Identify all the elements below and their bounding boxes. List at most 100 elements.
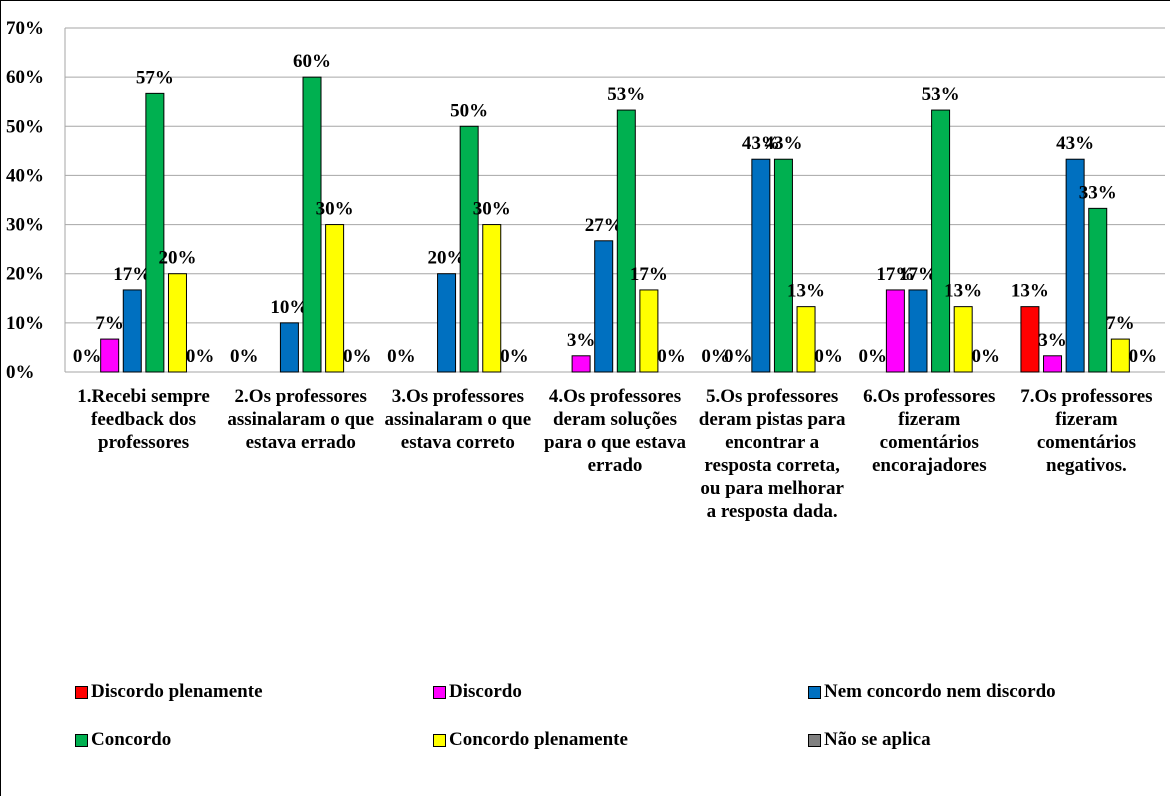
bar [953, 306, 973, 373]
legend-item: Concordo plenamente [433, 729, 628, 751]
x-tick-label: 7.Os professores fizeram comentários neg… [1020, 386, 1153, 476]
legend-label: Não se aplica [824, 729, 931, 750]
data-label: 0% [500, 346, 529, 367]
legend-label: Concordo plenamente [449, 729, 628, 750]
bar [302, 76, 322, 373]
data-label: 10% [270, 297, 308, 318]
data-label: 53% [922, 84, 960, 105]
data-label: 0% [814, 346, 843, 367]
data-label: 13% [1011, 281, 1049, 302]
legend-item: Discordo plenamente [75, 681, 263, 703]
legend-swatch [808, 685, 821, 699]
bar [1020, 306, 1040, 373]
legend-label: Discordo [449, 681, 522, 702]
data-label: 13% [944, 281, 982, 302]
data-label: 17% [899, 264, 937, 285]
data-label: 0% [1129, 346, 1158, 367]
data-label: 0% [73, 346, 102, 367]
legend-swatch [75, 733, 88, 747]
data-label: 30% [473, 199, 511, 220]
data-label: 20% [158, 248, 196, 269]
legend-swatch [75, 685, 88, 699]
y-tick-label: 70% [6, 18, 44, 39]
bar [1065, 158, 1085, 373]
x-tick-label: 1.Recebi sempre feedback dos professores [77, 386, 210, 453]
bar [796, 306, 816, 373]
x-tick-label: 6.Os professores fizeram comentários enc… [863, 386, 996, 476]
y-tick-label: 30% [6, 215, 44, 236]
legend-item: Não se aplica [808, 729, 931, 751]
bar [594, 240, 614, 373]
legend-swatch [433, 733, 446, 747]
data-label: 20% [428, 248, 466, 269]
bar [325, 224, 345, 373]
y-tick-label: 0% [6, 362, 35, 383]
legend-swatch [433, 685, 446, 699]
data-label: 27% [585, 215, 623, 236]
data-label: 30% [316, 199, 354, 220]
data-label: 33% [1079, 182, 1117, 203]
bar [571, 355, 591, 373]
data-label: 60% [293, 51, 331, 72]
data-label: 43% [742, 133, 780, 154]
data-label: 0% [972, 346, 1001, 367]
y-tick-label: 20% [6, 264, 44, 285]
data-label: 3% [1038, 330, 1067, 351]
x-tick-label: 2.Os professores assinalaram o que estav… [227, 386, 375, 453]
bar [908, 289, 928, 373]
legend-swatch [808, 733, 821, 747]
data-label: 43% [764, 133, 802, 154]
data-label: 0% [657, 346, 686, 367]
bar [1088, 207, 1108, 373]
bar [167, 273, 187, 373]
data-label: 17% [113, 264, 151, 285]
legend-label: Nem concordo nem discordo [824, 681, 1056, 702]
legend-label: Concordo [91, 729, 172, 750]
x-tick-label: 4.Os professores deram soluções para o q… [544, 386, 686, 476]
data-label: 7% [1106, 313, 1135, 334]
legend-label: Discordo plenamente [91, 681, 263, 702]
data-label: 7% [95, 313, 124, 334]
data-label: 13% [787, 281, 825, 302]
legend-item: Concordo [75, 729, 171, 751]
data-label: 0% [859, 346, 888, 367]
bar [279, 322, 299, 373]
data-label: 0% [186, 346, 215, 367]
legend-item: Nem concordo nem discordo [808, 681, 1056, 703]
data-label: 43% [1056, 133, 1094, 154]
y-tick-label: 50% [6, 116, 44, 137]
data-label: 53% [607, 84, 645, 105]
bar [482, 224, 502, 373]
data-label: 0% [701, 346, 730, 367]
data-label: 0% [343, 346, 372, 367]
bar [751, 158, 771, 373]
y-tick-label: 60% [6, 67, 44, 88]
bar [122, 289, 142, 373]
y-tick-label: 40% [6, 165, 44, 186]
data-label: 57% [136, 67, 174, 88]
bar [437, 273, 457, 373]
legend-item: Discordo [433, 681, 522, 703]
bar [1043, 355, 1063, 373]
data-label: 17% [876, 264, 914, 285]
bar [639, 289, 659, 373]
bar [773, 158, 793, 373]
bar [100, 338, 120, 373]
data-label: 0% [387, 346, 416, 367]
bar [931, 109, 951, 373]
x-tick-label: 3.Os professores assinalaram o que estav… [384, 386, 532, 453]
data-label: 0% [230, 346, 259, 367]
bar [885, 289, 905, 373]
data-label: 17% [630, 264, 668, 285]
bar [1110, 338, 1130, 373]
data-label: 0% [724, 346, 753, 367]
data-label: 50% [450, 100, 488, 121]
bar [616, 109, 636, 373]
bar [145, 92, 165, 373]
data-label: 3% [567, 330, 596, 351]
bar [459, 125, 479, 373]
x-tick-label: 5.Os professores deram pistas para encon… [698, 386, 846, 522]
